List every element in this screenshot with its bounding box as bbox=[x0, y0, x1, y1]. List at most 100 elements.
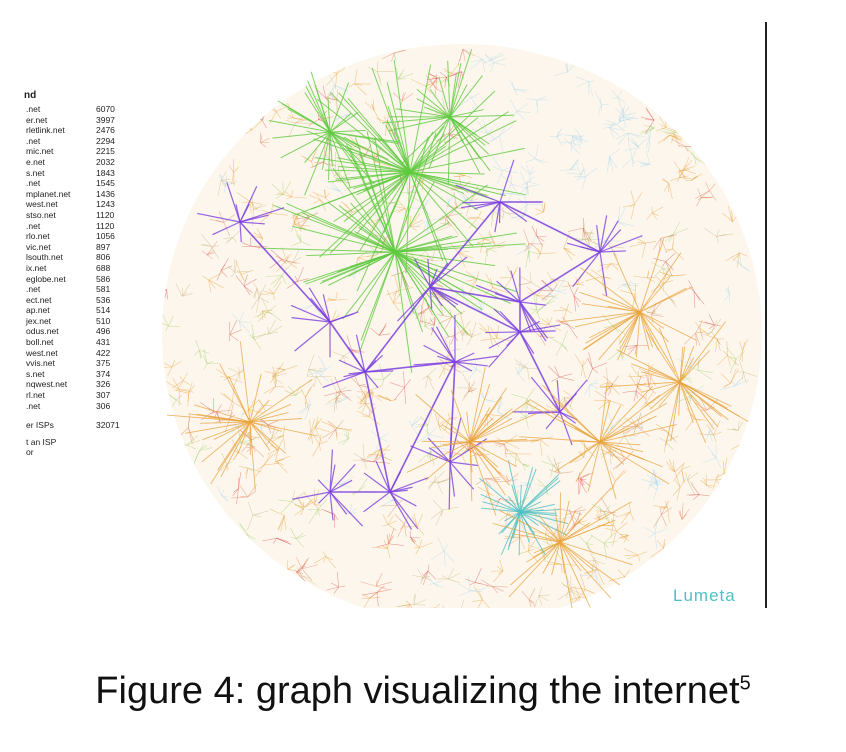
legend-row: e.net 2032 bbox=[0, 157, 135, 168]
legend-isp-count: 496 bbox=[96, 326, 111, 337]
legend-row: er.net 3997 bbox=[0, 115, 135, 126]
legend-isp-count: 326 bbox=[96, 379, 111, 390]
legend-note-2: or bbox=[26, 447, 34, 458]
legend-isp-name: lsouth.net bbox=[26, 252, 63, 263]
legend-isp-count: 586 bbox=[96, 273, 111, 284]
legend-isp-name: boll.net bbox=[26, 337, 54, 348]
legend-row: ect.net 536 bbox=[0, 295, 135, 306]
legend-isp-name: .net bbox=[26, 135, 41, 146]
legend-row: mic.net 2215 bbox=[0, 146, 135, 157]
legend-title: nd bbox=[24, 90, 37, 101]
legend-row: s.net 374 bbox=[0, 369, 135, 380]
legend-isp-name: odus.net bbox=[26, 326, 59, 337]
legend-isp-name: rlo.net bbox=[26, 231, 50, 242]
legend-isp-count: 307 bbox=[96, 390, 111, 401]
legend-row: ix.net 688 bbox=[0, 263, 135, 274]
legend-isp-name: west.net bbox=[26, 347, 58, 358]
legend-row: nqwest.net 326 bbox=[0, 379, 135, 390]
legend-isp-count: 2215 bbox=[96, 146, 115, 157]
legend-isp-name: rletlink.net bbox=[26, 125, 65, 136]
legend-isp-count: 897 bbox=[96, 241, 111, 252]
legend-row: .net 2294 bbox=[0, 136, 135, 147]
legend-row: mplanet.net 1436 bbox=[0, 189, 135, 200]
legend-row: rl.net 307 bbox=[0, 390, 135, 401]
legend-row: eglobe.net 586 bbox=[0, 274, 135, 285]
legend-row: stso.net 1120 bbox=[0, 210, 135, 221]
legend-isp-count: 514 bbox=[96, 305, 111, 316]
legend-isp-name: mic.net bbox=[26, 146, 54, 157]
legend-isp-count: 375 bbox=[96, 358, 111, 369]
legend-isp-name: er.net bbox=[26, 114, 48, 125]
legend-isp-name: west.net bbox=[26, 199, 58, 210]
legend-isp-name: ect.net bbox=[26, 294, 52, 305]
legend-isp-name: mplanet.net bbox=[26, 188, 71, 199]
legend-rows: .net 6070 er.net 3997 rletlink.net 2476 .net 22… bbox=[0, 104, 135, 411]
green-cluster-hub bbox=[381, 49, 514, 185]
legend-isp-name: jex.net bbox=[26, 315, 52, 326]
orange-cluster-hub bbox=[519, 382, 677, 500]
network-graph bbox=[162, 44, 762, 608]
legend-other-name: er ISPs bbox=[26, 420, 54, 431]
legend-isp-count: 806 bbox=[96, 252, 111, 263]
legend-row: rlo.net 1056 bbox=[0, 231, 135, 242]
legend-isp-name: s.net bbox=[26, 167, 45, 178]
legend-isp-name: .net bbox=[26, 284, 41, 295]
legend-isp-count: 1436 bbox=[96, 188, 115, 199]
lumeta-logo: Lumeta bbox=[673, 586, 736, 605]
legend-isp-name: .net bbox=[26, 400, 41, 411]
legend-row: ap.net 514 bbox=[0, 305, 135, 316]
legend-isp-count: 1545 bbox=[96, 178, 115, 189]
legend-isp-name: eglobe.net bbox=[26, 273, 66, 284]
orange-cluster-hub bbox=[599, 321, 749, 446]
legend-isp-name: .net bbox=[26, 220, 41, 231]
hub-layer bbox=[166, 49, 749, 608]
graph-background bbox=[162, 44, 762, 608]
legend-isp-count: 6070 bbox=[96, 104, 115, 114]
green-cluster-hub bbox=[268, 71, 400, 196]
legend-isp-count: 1056 bbox=[96, 231, 115, 242]
legend-row: boll.net 431 bbox=[0, 337, 135, 348]
legend-isp-name: ix.net bbox=[26, 262, 47, 273]
legend-isp-count: 1120 bbox=[96, 209, 115, 220]
legend-row: jex.net 510 bbox=[0, 316, 135, 327]
legend-row: lsouth.net 806 bbox=[0, 252, 135, 263]
legend-other-value: 32071 bbox=[96, 420, 120, 431]
legend-row: vvis.net 375 bbox=[0, 358, 135, 369]
legend-isp-count: 536 bbox=[96, 294, 111, 305]
legend-row: rletlink.net 2476 bbox=[0, 125, 135, 136]
legend-row: .net 581 bbox=[0, 284, 135, 295]
legend-isp-count: 1120 bbox=[96, 220, 115, 231]
legend-isp-name: e.net bbox=[26, 156, 45, 167]
legend-isp-count: 3997 bbox=[96, 114, 115, 125]
legend-row: west.net 1243 bbox=[0, 199, 135, 210]
caption-text: Figure 4: graph visualizing the internet bbox=[95, 670, 740, 712]
legend-isp-name: rl.net bbox=[26, 390, 45, 401]
legend-isp-count: 581 bbox=[96, 284, 111, 295]
legend-row: vic.net 897 bbox=[0, 242, 135, 253]
legend-isp-name: nqwest.net bbox=[26, 379, 68, 390]
legend-row: west.net 422 bbox=[0, 348, 135, 359]
legend-other-row: er ISPs 32071 bbox=[0, 420, 135, 431]
legend-isp-name: stso.net bbox=[26, 209, 56, 220]
legend-isp-count: 2294 bbox=[96, 135, 115, 146]
legend-isp-count: 510 bbox=[96, 315, 111, 326]
legend-isp-name: .net bbox=[26, 104, 41, 114]
legend-isp-count: 374 bbox=[96, 368, 111, 379]
internet-graph-figure: nd .net 6070 er.net 3997 rletlink.net 2476 .ne… bbox=[0, 22, 770, 608]
legend-isp-name: vic.net bbox=[26, 241, 51, 252]
figure-caption: Figure 4: graph visualizing the internet… bbox=[0, 670, 846, 713]
isp-legend: nd .net 6070 er.net 3997 rletlink.net 2476 .ne… bbox=[0, 90, 135, 458]
caption-superscript: 5 bbox=[739, 672, 751, 695]
orange-cluster-hub bbox=[406, 367, 539, 516]
green-cluster-hub bbox=[293, 59, 526, 292]
legend-isp-count: 431 bbox=[96, 337, 111, 348]
legend-isp-name: .net bbox=[26, 178, 41, 189]
legend-row: .net 1120 bbox=[0, 221, 135, 232]
legend-isp-name: vvis.net bbox=[26, 358, 55, 369]
legend-note-1: t an ISP bbox=[26, 436, 57, 447]
orange-cluster-hub bbox=[166, 341, 318, 491]
legend-row: .net 6070 bbox=[0, 104, 135, 115]
legend-isp-count: 1243 bbox=[96, 199, 115, 210]
purple-backbone bbox=[197, 159, 643, 530]
legend-row: s.net 1843 bbox=[0, 168, 135, 179]
